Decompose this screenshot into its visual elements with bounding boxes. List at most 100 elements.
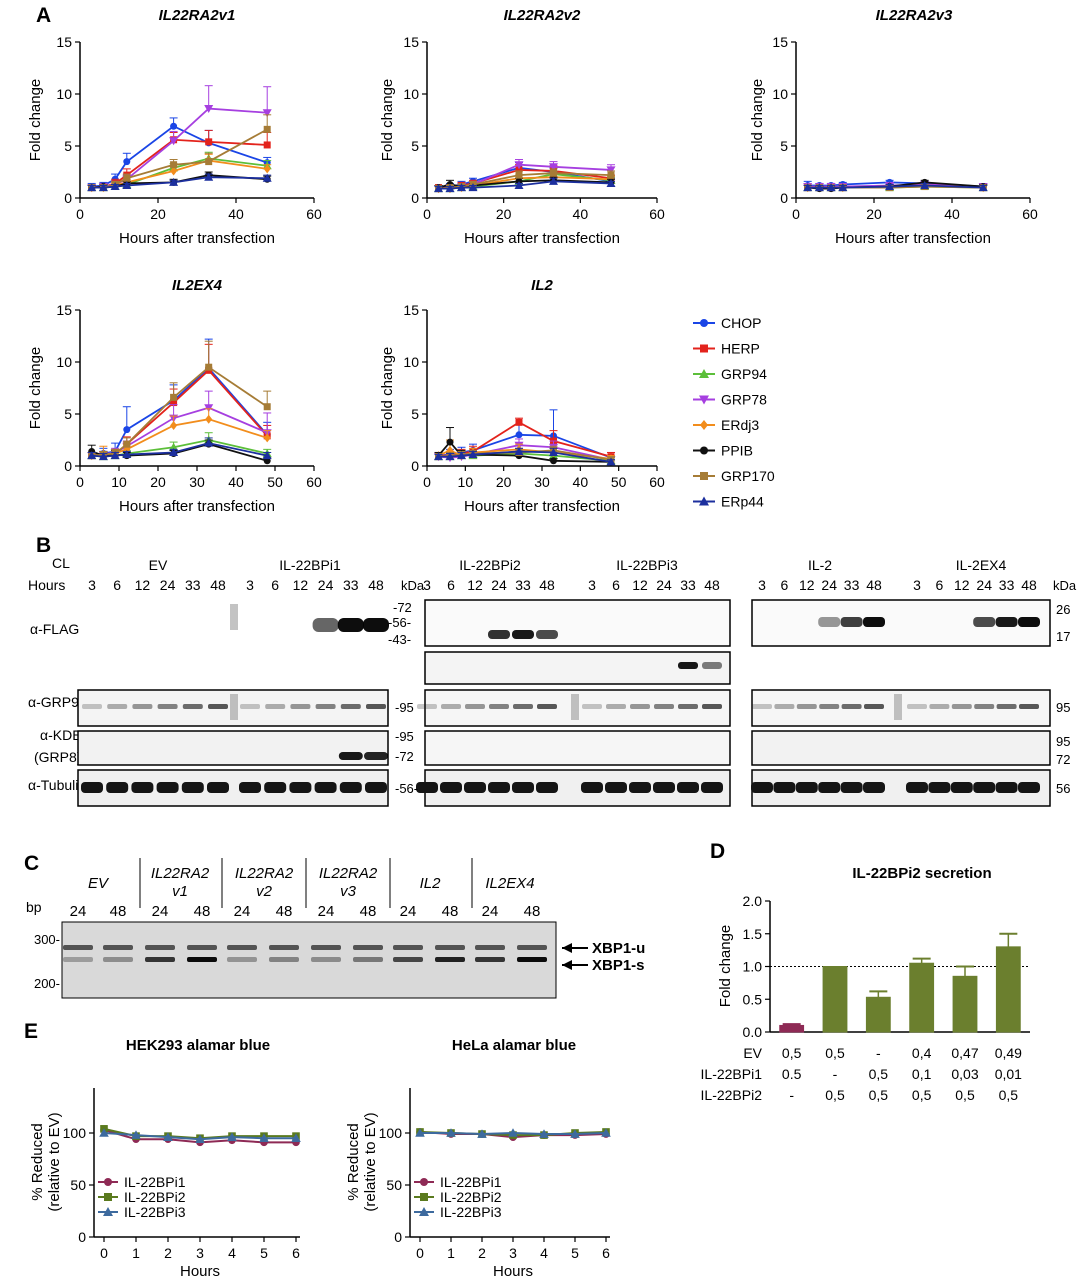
x-axis-label: Hours after transfection xyxy=(464,230,620,247)
y-axis-label: Fold change xyxy=(27,347,44,430)
data-point-erp44 xyxy=(262,451,272,460)
x-tick-label: 20 xyxy=(150,474,166,490)
x-tick-label: 60 xyxy=(649,474,665,490)
band-tubulin xyxy=(264,782,287,793)
band-tubulin xyxy=(156,782,179,793)
data-point-erdj3 xyxy=(170,420,178,430)
x-tick-label: 10 xyxy=(458,474,474,490)
lane-il2ex4: IL2EX4 xyxy=(485,875,534,892)
data-point-grp170 xyxy=(607,171,615,179)
blot-hour: 12 xyxy=(135,577,151,593)
panel-label-c: C xyxy=(24,852,39,875)
blot-hour: 24 xyxy=(821,577,837,593)
gel-hour: 48 xyxy=(110,903,127,920)
xbp1-gel-panel: EV IL22RA2 v1 IL22RA2 v2 IL22RA2 v3 IL2 … xyxy=(26,858,645,999)
blot-hour: 24 xyxy=(491,577,507,593)
band-grp94 xyxy=(907,704,927,709)
y-tick-label: 10 xyxy=(56,86,72,102)
legend-marker-ppib xyxy=(700,446,708,455)
band-grp94 xyxy=(157,704,178,709)
data-point-grp170 xyxy=(550,169,557,177)
blot-bands xyxy=(81,604,1040,793)
data-point-grp78 xyxy=(514,161,524,170)
x-tick-label: 2 xyxy=(164,1245,172,1261)
table-cell: 0,5 xyxy=(869,1087,889,1103)
table-cell: 0,4 xyxy=(912,1045,932,1061)
x-tick-label: 20 xyxy=(866,206,882,222)
band-grp94 xyxy=(537,704,557,709)
mw-95-a: -95 xyxy=(395,700,414,715)
legend-label: IL-22BPi3 xyxy=(124,1204,186,1220)
chart-hela-alamar: HeLa alamar blue 0 50 100 0 1 2 3 4 5 6 Hours % Redu… xyxy=(345,1037,611,1280)
band-label-xbp1u: XBP1-u xyxy=(592,940,645,957)
legend-marker-erp44 xyxy=(699,496,709,506)
panel-label-e: E xyxy=(24,1020,38,1043)
chart-hek293-alamar: HEK293 alamar blue 0 50 100 0 1 2 3 4 5 6 Hours % Re… xyxy=(29,1037,301,1280)
mw-r-56: 56 xyxy=(1056,781,1070,796)
data-point-erp44 xyxy=(549,447,558,456)
data-point-grp170 xyxy=(263,403,271,411)
x-tick-label: 60 xyxy=(1022,206,1038,222)
mw-r-72: 72 xyxy=(1056,752,1070,767)
lane-il2: IL2 xyxy=(420,875,442,892)
gel-marker-300: 300- xyxy=(34,932,60,947)
blot-hour: 6 xyxy=(447,577,455,593)
data-point-erp44 xyxy=(204,172,214,181)
data-point-erp44 xyxy=(468,183,478,192)
band-grp94 xyxy=(606,704,626,709)
band-grp94 xyxy=(654,704,674,709)
x-tick-label: 0 xyxy=(76,474,84,490)
gel-band-unspliced xyxy=(435,945,465,950)
lane-v2-a: IL22RA2 xyxy=(235,865,294,882)
band-kdel xyxy=(364,752,388,760)
bar xyxy=(909,962,935,1033)
x-tick-label: 0 xyxy=(423,206,431,222)
blot-kdel-left xyxy=(77,730,389,766)
band-flag xyxy=(863,617,885,627)
data-point-erp44 xyxy=(204,438,214,447)
band-grp94 xyxy=(974,704,995,709)
band-tubulin xyxy=(795,782,818,793)
x-tick-label: 2 xyxy=(478,1245,486,1261)
band-tubulin xyxy=(440,782,462,793)
lane-v3-a: IL22RA2 xyxy=(319,865,378,882)
y-tick-label: 15 xyxy=(56,302,72,318)
y-axis-label: Fold change xyxy=(27,79,44,162)
table-cell: 0,49 xyxy=(995,1045,1022,1061)
table-cell: - xyxy=(876,1045,881,1061)
x-tick-label: 0 xyxy=(76,206,84,222)
data-point-erdj3 xyxy=(263,164,271,174)
gel-band-unspliced xyxy=(187,945,217,950)
y-tick-label: 50 xyxy=(386,1177,402,1193)
band-grp94 xyxy=(513,704,533,709)
blot-hour: 3 xyxy=(423,577,431,593)
gel-band-spliced xyxy=(187,957,217,962)
y-tick-label: 1.0 xyxy=(743,959,763,975)
data-point-herp xyxy=(205,138,213,146)
legend-label-erdj3: ERdj3 xyxy=(721,417,759,433)
y-tick-label: 15 xyxy=(403,302,419,318)
mw-r-26: 26 xyxy=(1056,602,1070,617)
blot-hour: 12 xyxy=(632,577,648,593)
x-axis-label: Hours after transfection xyxy=(119,498,275,515)
data-point-grp170 xyxy=(170,393,178,401)
panel-label-d: D xyxy=(710,840,725,863)
chart-il2ex4: IL2EX4 0 5 10 15 0 10 20 30 40 50 60 Hours after tra… xyxy=(27,277,322,515)
x-tick-label: 3 xyxy=(196,1245,204,1261)
x-tick-label: 0 xyxy=(423,474,431,490)
table-cell: 0,03 xyxy=(951,1066,978,1082)
chart-il22bpi2-secretion: IL-22BPi2 secretion 0.0 0.5 1.0 1.5 2.0 Fold c… xyxy=(701,865,1030,1103)
mw-43: -43- xyxy=(388,632,411,647)
data-point-chop xyxy=(170,122,178,130)
band-tubulin xyxy=(512,782,534,793)
legend-marker-grp94 xyxy=(699,369,709,378)
table-cell: 0,5 xyxy=(955,1087,975,1103)
legend-marker xyxy=(103,1207,113,1216)
mw-56-b: -56- xyxy=(395,781,418,796)
gel-band-spliced xyxy=(269,957,299,962)
blot-hour: 3 xyxy=(88,577,96,593)
gel-band-spliced xyxy=(475,957,505,962)
band-tubulin xyxy=(536,782,558,793)
data-point-grp78 xyxy=(262,109,272,118)
legend-marker-grp170 xyxy=(700,472,708,480)
